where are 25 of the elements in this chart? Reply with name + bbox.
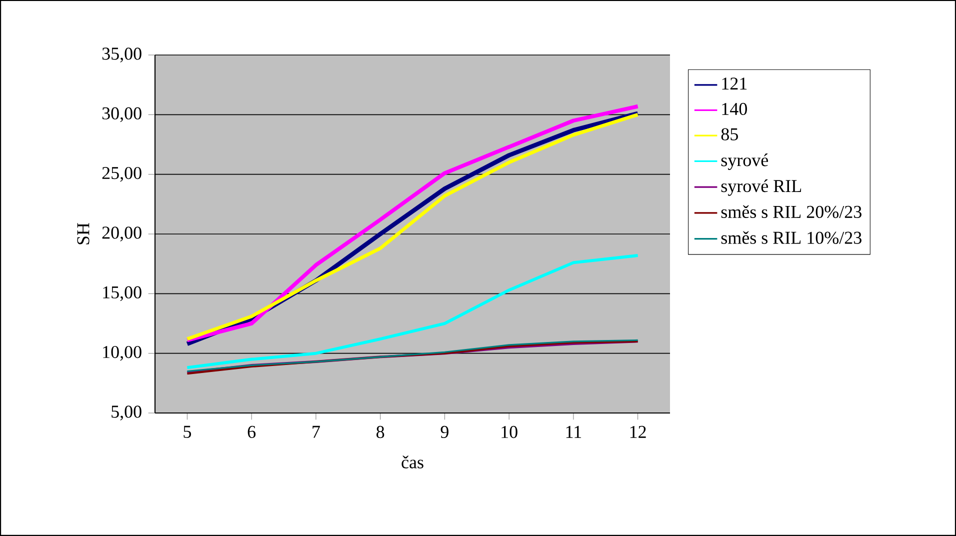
legend-label: směs s RIL 20%/23	[721, 205, 862, 218]
y-tick-label: 35,00	[102, 48, 142, 62]
x-tick-label: 10	[502, 426, 518, 438]
x-axis-title: čas	[402, 456, 424, 468]
y-tick-label: 25,00	[102, 166, 142, 182]
x-tick-label: 6	[248, 426, 256, 438]
legend-label: 121	[722, 78, 747, 90]
legend-label: směs s RIL 10%/23	[721, 231, 862, 244]
y-tick-label: 5,00	[112, 406, 142, 420]
y-axis-title: SH	[77, 223, 90, 244]
x-tick-label: 8	[376, 426, 384, 438]
x-tick-label: 9	[440, 426, 448, 438]
x-tick-label: 11	[566, 426, 582, 438]
legend-label: 85	[721, 128, 738, 140]
y-tick-label: 10,00	[103, 346, 142, 361]
y-tick-label: 15,00	[103, 286, 142, 302]
legend-label: syrové	[721, 154, 768, 170]
y-tick-label: 30,00	[102, 107, 142, 122]
x-tick-label: 5	[184, 426, 191, 438]
x-tick-label: 7	[312, 426, 320, 438]
legend-label: syrové RIL	[721, 179, 802, 196]
legend-label: 140	[722, 102, 747, 116]
y-tick-label: 20,00	[102, 226, 142, 242]
line-series	[186, 254, 640, 370]
x-tick-label: 12	[630, 426, 646, 438]
